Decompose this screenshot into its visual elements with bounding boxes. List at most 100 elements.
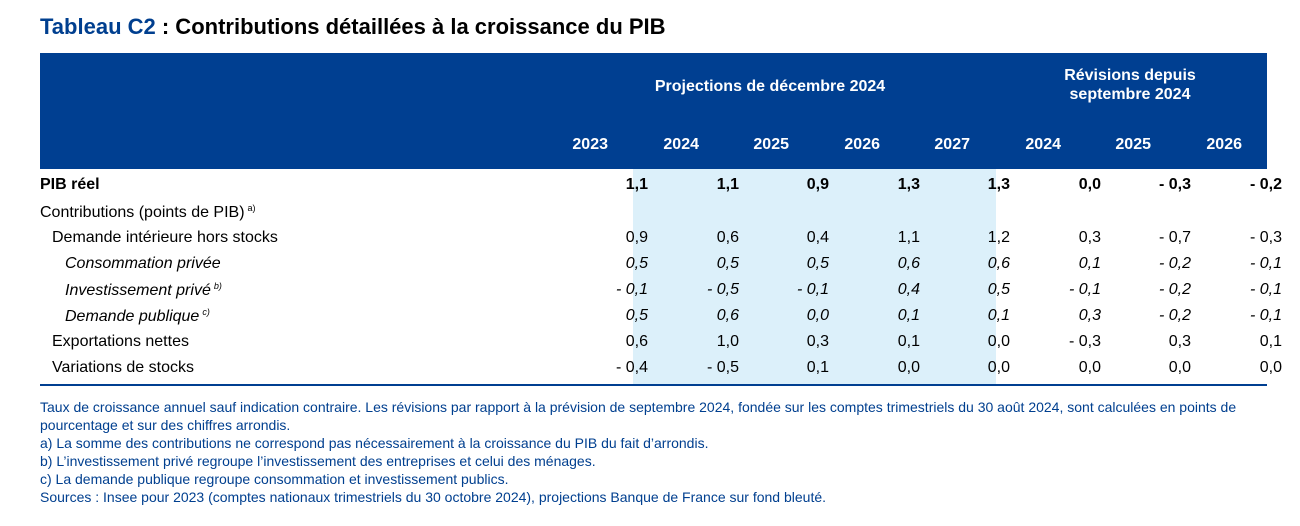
- table-cell: 0,1: [987, 307, 1010, 324]
- table-row: Investissement privé b) - 0,1 - 0,5 - 0,1 0,4…: [40, 277, 1282, 303]
- table-cell: 0,3: [1078, 229, 1101, 246]
- table-cell: 0,0: [897, 359, 920, 376]
- table-notes: Taux de croissance annuel sauf indicatio…: [40, 398, 1270, 506]
- table-cell: 0,5: [625, 307, 648, 324]
- table-cell: - 0,7: [1158, 229, 1191, 246]
- table-cell: - 0,4: [615, 359, 648, 376]
- table-cell: - 0,1: [1249, 255, 1282, 272]
- table-row: PIB réel 1,1 1,1 0,9 1,3 1,3 0,0 - 0,3 - 0,2: [40, 172, 1282, 198]
- table-cell: 0,9: [625, 229, 648, 246]
- table-cell: 1,1: [897, 229, 920, 246]
- row-label-text: Demande intérieure hors stocks: [52, 229, 278, 246]
- header-revisions-line1: Révisions depuis: [1064, 67, 1196, 84]
- table-cell: 0,5: [716, 255, 739, 272]
- table-cell: 0,0: [1259, 359, 1282, 376]
- note-c: c) La demande publique regroupe consomma…: [40, 471, 509, 487]
- table-cell: - 0,2: [1158, 281, 1191, 298]
- table-cell: 0,0: [1078, 176, 1101, 193]
- table-cell: 0,4: [897, 281, 920, 298]
- table-cell: 1,3: [987, 176, 1010, 193]
- table-cell: 1,2: [987, 229, 1010, 246]
- header-year: 2026: [844, 136, 880, 153]
- note-general: Taux de croissance annuel sauf indicatio…: [40, 399, 1237, 433]
- table-cell: 1,3: [897, 176, 920, 193]
- row-label: Exportations nettes: [52, 333, 189, 351]
- table-row: Demande publique c) 0,5 0,6 0,0 0,1 0,1 0,3 - 0,…: [40, 303, 1282, 329]
- footnote-marker: b): [213, 281, 222, 291]
- table-cell: - 0,1: [1249, 307, 1282, 324]
- table-header: [40, 53, 1267, 169]
- table-cell: - 0,1: [796, 281, 829, 298]
- projection-shading: [633, 169, 996, 384]
- table-cell: 0,4: [806, 229, 829, 246]
- table-cell: 0,3: [1078, 307, 1101, 324]
- table-cell: 1,0: [716, 333, 739, 350]
- table-cell: 0,0: [1168, 359, 1191, 376]
- header-group-projections: Projections de décembre 2024: [654, 78, 886, 95]
- table-cell: 0,5: [806, 255, 829, 272]
- header-year: 2024: [663, 136, 699, 153]
- row-label-text: Demande publique: [65, 308, 200, 325]
- table-cell: - 0,5: [706, 359, 739, 376]
- header-year: 2024: [1025, 136, 1061, 153]
- table-cell: 0,9: [806, 176, 829, 193]
- table-cell: 0,1: [897, 333, 920, 350]
- table-cell: - 0,3: [1158, 176, 1191, 193]
- row-label-text: PIB réel: [40, 176, 100, 193]
- note-b: b) L’investissement privé regroupe l’inv…: [40, 453, 596, 469]
- table-cell: - 0,2: [1249, 176, 1282, 193]
- table-cell: 0,6: [897, 255, 920, 272]
- table-cell: - 0,3: [1249, 229, 1282, 246]
- table-cell: 0,0: [987, 333, 1010, 350]
- table-cell: - 0,2: [1158, 255, 1191, 272]
- row-label-text: Variations de stocks: [52, 359, 194, 376]
- note-a: a) La somme des contributions ne corresp…: [40, 435, 709, 451]
- row-label: Consommation privée: [65, 255, 221, 273]
- table-cell: 0,3: [1168, 333, 1191, 350]
- table-cell: 0,5: [625, 255, 648, 272]
- table-number: Tableau C2: [40, 14, 156, 39]
- table-cell: 0,1: [1259, 333, 1282, 350]
- table-cell: 0,0: [806, 307, 829, 324]
- row-label-text: Contributions (points de PIB): [40, 204, 245, 221]
- table-row: Exportations nettes 0,6 1,0 0,3 0,1 0,0 - 0,3 0…: [40, 329, 1282, 355]
- row-label: Investissement privé b): [65, 281, 222, 300]
- row-label: Contributions (points de PIB) a): [40, 203, 256, 222]
- table-cell: 0,0: [1078, 359, 1101, 376]
- table-cell: - 0,1: [1068, 281, 1101, 298]
- table-row: Consommation privée 0,5 0,5 0,5 0,6 0,6 0,1 - 0…: [40, 251, 1282, 277]
- table-cell: 1,1: [625, 176, 648, 193]
- table-cell: 0,3: [806, 333, 829, 350]
- header-year: 2025: [1115, 136, 1151, 153]
- table-cell: 0,6: [987, 255, 1010, 272]
- table-bottom-rule: [40, 384, 1267, 386]
- table-cell: 1,1: [716, 176, 739, 193]
- table-cell: 0,6: [716, 307, 739, 324]
- table-title: Tableau C2 : Contributions détaillées à …: [40, 14, 666, 40]
- row-label: Demande publique c): [65, 307, 210, 326]
- row-label: Variations de stocks: [52, 359, 194, 377]
- header-year: 2026: [1206, 136, 1242, 153]
- table-cell: 0,1: [897, 307, 920, 324]
- row-label: Demande intérieure hors stocks: [52, 229, 278, 247]
- table-cell: - 0,1: [1249, 281, 1282, 298]
- row-label: PIB réel: [40, 176, 100, 194]
- table-cell: 0,1: [806, 359, 829, 376]
- footnote-marker: a): [247, 203, 256, 213]
- header-group-revisions: Révisions depuis septembre 2024: [1010, 66, 1250, 104]
- table-cell: 0,6: [625, 333, 648, 350]
- table-cell: 0,5: [987, 281, 1010, 298]
- table-cell: 0,6: [716, 229, 739, 246]
- table-cell: - 0,3: [1068, 333, 1101, 350]
- table-cell: - 0,2: [1158, 307, 1191, 324]
- header-year: 2025: [753, 136, 789, 153]
- row-label-text: Investissement privé: [65, 282, 211, 299]
- header-revisions-line2: septembre 2024: [1069, 86, 1191, 103]
- table-title-text: : Contributions détaillées à la croissan…: [155, 14, 666, 39]
- note-sources: Sources : Insee pour 2023 (comptes natio…: [40, 489, 827, 505]
- header-year: 2027: [934, 136, 970, 153]
- table-row: Demande intérieure hors stocks 0,9 0,6 0,4 1…: [40, 225, 1282, 251]
- table-cell: 0,0: [987, 359, 1010, 376]
- table-cell: 0,1: [1078, 255, 1101, 272]
- table-cell: - 0,5: [706, 281, 739, 298]
